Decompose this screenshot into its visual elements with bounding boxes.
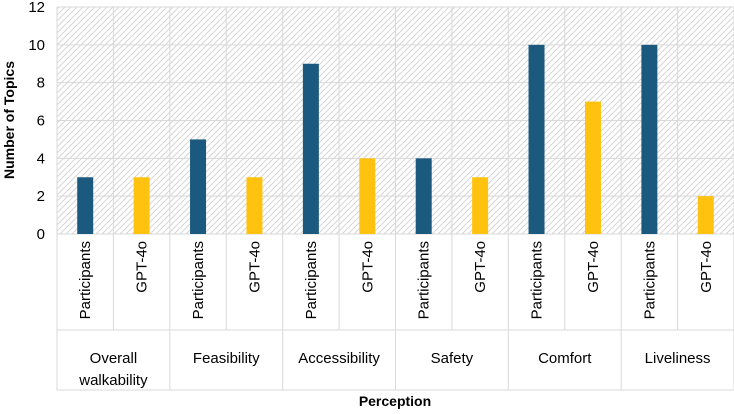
y-tick-label: 12 (28, 0, 45, 16)
bar (77, 177, 94, 234)
y-tick-label: 10 (28, 37, 45, 54)
x-subcategory-label: GPT-4o (359, 241, 376, 293)
x-axis-title: Perception (359, 393, 431, 409)
bar (584, 101, 601, 234)
y-tick-label: 0 (37, 226, 45, 243)
x-group-label: Feasibility (193, 350, 260, 367)
bar (641, 44, 658, 235)
y-tick-label: 2 (37, 188, 45, 205)
bar (472, 177, 489, 234)
y-tick-label: 6 (37, 113, 45, 130)
x-group-label: Comfort (538, 350, 592, 367)
x-group-label: Accessibility (298, 350, 380, 367)
bar (359, 158, 376, 234)
bar (697, 196, 714, 234)
x-subcategory-label: Participants (641, 241, 658, 319)
bar (133, 177, 150, 234)
bar (246, 177, 263, 234)
x-group-label: Liveliness (645, 350, 711, 367)
x-subcategory-label: GPT-4o (134, 241, 151, 293)
x-subcategory-label: Participants (77, 241, 94, 319)
x-subcategory-label: GPT-4o (585, 241, 602, 293)
bar (302, 63, 319, 234)
x-subcategory-label: GPT-4o (472, 241, 489, 293)
x-subcategory-label: Participants (529, 241, 546, 319)
y-tick-label: 4 (37, 150, 45, 167)
y-tick-label: 8 (37, 75, 45, 92)
x-subcategory-label: Participants (190, 241, 207, 319)
x-group-label: Safety (431, 350, 474, 367)
y-axis-title: Number of Topics (1, 61, 17, 179)
x-group-label: Overall walkability (78, 350, 148, 389)
x-subcategory-label: GPT-4o (698, 241, 715, 293)
bar (190, 139, 207, 234)
x-subcategory-label: Participants (416, 241, 433, 319)
bar (415, 158, 432, 234)
x-subcategory-label: GPT-4o (246, 241, 263, 293)
bar (528, 44, 545, 235)
x-subcategory-label: Participants (303, 241, 320, 319)
